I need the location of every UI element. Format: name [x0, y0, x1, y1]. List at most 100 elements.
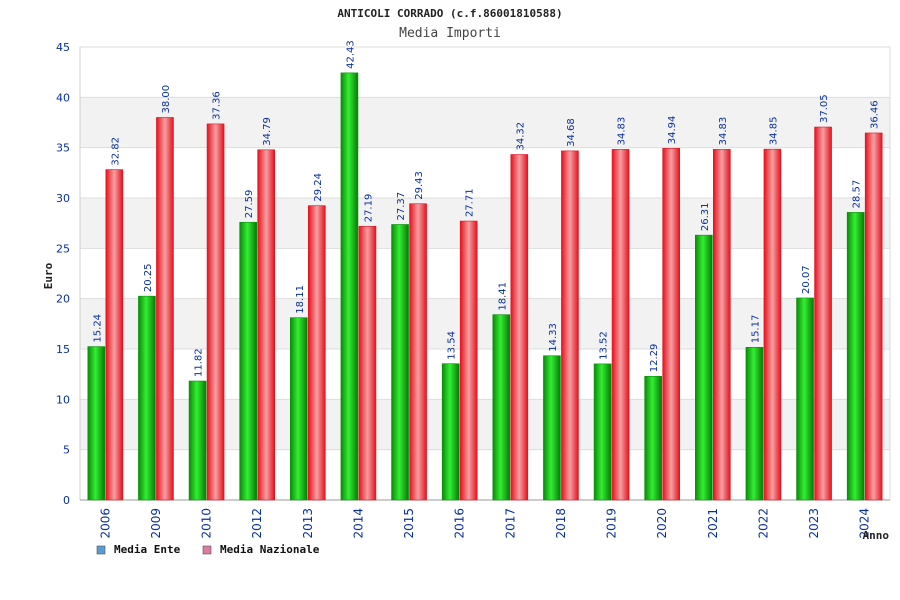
y-tick-label: 25 [56, 242, 70, 255]
y-tick-label: 35 [56, 142, 70, 155]
bar-media-nazionale-2021 [713, 149, 731, 501]
legend-label-media-ente: Media Ente [114, 543, 181, 556]
y-tick-label: 15 [56, 343, 70, 356]
x-tick-label-2013: 2013 [301, 508, 315, 539]
value-label-media-ente-2014: 42.43 [345, 40, 356, 69]
value-label-media-ente-2006: 15.24 [92, 314, 103, 343]
x-tick-label-2022: 2022 [756, 508, 770, 539]
value-label-media-nazionale-2015: 29.43 [414, 171, 425, 200]
bar-media-ente-2010 [188, 380, 207, 501]
chart-title: ANTICOLI CORRADO (c.f.86001810588) [337, 7, 562, 20]
value-label-media-nazionale-2014: 27.19 [363, 194, 374, 223]
bars-group [87, 72, 883, 501]
value-label-media-ente-2012: 27.59 [244, 190, 255, 219]
bar-media-nazionale-2019 [611, 149, 630, 501]
bar-media-ente-2020 [644, 375, 662, 501]
x-tick-label-2010: 2010 [200, 508, 214, 539]
value-label-media-ente-2017: 18.41 [497, 282, 508, 311]
bar-media-nazionale-2018 [561, 150, 579, 501]
value-label-media-ente-2015: 27.37 [396, 192, 407, 221]
bar-media-ente-2018 [543, 355, 561, 501]
bar-media-ente-2021 [695, 234, 713, 501]
y-tick-label: 20 [56, 293, 70, 306]
bar-media-nazionale-2009 [156, 117, 174, 501]
y-tick-label: 30 [56, 192, 70, 205]
value-label-media-nazionale-2020: 34.94 [667, 116, 678, 145]
bar-media-nazionale-2015 [409, 203, 427, 501]
chart-subtitle: Media Importi [399, 26, 501, 41]
bar-media-nazionale-2014 [358, 225, 377, 501]
value-label-media-ente-2020: 12.29 [649, 344, 660, 373]
bar-media-nazionale-2016 [459, 220, 478, 501]
bar-media-ente-2014 [340, 72, 359, 501]
value-label-media-nazionale-2022: 34.85 [768, 117, 779, 146]
y-axis-label: Euro [42, 262, 55, 289]
value-label-media-nazionale-2021: 34.83 [718, 117, 729, 146]
value-label-media-nazionale-2009: 38.00 [161, 85, 172, 114]
bar-media-ente-2023 [796, 297, 814, 501]
value-label-media-ente-2021: 26.31 [700, 203, 711, 232]
bar-media-ente-2024 [846, 212, 865, 501]
x-axis-label: Anno [863, 529, 890, 542]
x-tick-label-2015: 2015 [402, 508, 416, 539]
y-tick-label: 40 [56, 91, 70, 104]
legend-swatch-media-nazionale [202, 545, 212, 555]
value-label-media-ente-2018: 14.33 [548, 323, 559, 352]
value-label-media-ente-2022: 15.17 [750, 315, 761, 344]
bar-media-ente-2006 [87, 346, 106, 501]
value-label-media-ente-2023: 20.07 [801, 265, 812, 294]
bar-media-ente-2019 [593, 363, 612, 501]
bar-media-ente-2017 [492, 314, 511, 501]
value-label-media-ente-2016: 13.54 [447, 331, 458, 360]
bar-media-ente-2015 [391, 224, 409, 501]
bar-media-nazionale-2006 [105, 169, 124, 501]
value-label-media-nazionale-2006: 32.82 [110, 137, 121, 166]
bar-media-nazionale-2013 [308, 205, 326, 501]
y-axis-ticks: 0 5 10 15 20 25 30 35 40 45 [56, 41, 70, 507]
x-axis-ticks: 2006 2009 2010 2012 2013 2014 2015 2016 2017 2018… [98, 508, 871, 539]
value-label-media-nazionale-2019: 34.83 [617, 117, 628, 146]
value-label-media-nazionale-2016: 27.71 [465, 188, 476, 217]
value-labels: 15.24 32.82 20.25 38.00 11.82 37.36 27.59 34.79… [92, 40, 880, 377]
x-tick-label-2019: 2019 [605, 508, 619, 539]
value-label-media-nazionale-2024: 36.46 [870, 100, 881, 129]
bar-media-nazionale-2020 [662, 147, 680, 501]
bar-media-nazionale-2017 [510, 154, 529, 501]
x-tick-label-2021: 2021 [706, 508, 720, 539]
x-tick-label-2006: 2006 [98, 508, 112, 539]
plot-band [80, 47, 890, 98]
x-tick-label-2023: 2023 [807, 508, 821, 539]
x-tick-label-2016: 2016 [453, 508, 467, 539]
x-tick-label-2020: 2020 [655, 508, 669, 539]
x-tick-label-2014: 2014 [351, 508, 365, 539]
x-tick-label-2018: 2018 [554, 508, 568, 539]
bar-media-nazionale-2023 [814, 126, 832, 501]
y-tick-label: 10 [56, 393, 70, 406]
x-tick-label-2012: 2012 [250, 508, 264, 539]
y-tick-label: 45 [56, 41, 70, 54]
x-tick-label-2017: 2017 [503, 508, 517, 539]
bar-media-ente-2022 [745, 346, 764, 501]
value-label-media-ente-2009: 20.25 [143, 264, 154, 293]
value-label-media-nazionale-2012: 34.79 [262, 117, 273, 146]
legend: Media Ente Media Nazionale [96, 543, 320, 556]
y-tick-label: 5 [63, 444, 70, 457]
value-label-media-nazionale-2018: 34.68 [566, 118, 577, 147]
bar-media-nazionale-2022 [763, 148, 782, 501]
legend-swatch-media-ente [96, 545, 106, 555]
bar-media-ente-2012 [239, 221, 257, 501]
bar-media-ente-2016 [441, 363, 460, 501]
x-tick-label-2024: 2024 [858, 508, 872, 539]
y-tick-label: 0 [63, 494, 70, 507]
value-label-media-ente-2013: 18.11 [295, 285, 306, 314]
value-label-media-nazionale-2010: 37.36 [212, 91, 223, 120]
x-tick-label-2009: 2009 [149, 508, 163, 539]
bar-media-ente-2013 [290, 317, 308, 501]
value-label-media-nazionale-2017: 34.32 [515, 122, 526, 151]
value-label-media-nazionale-2023: 37.05 [819, 94, 830, 123]
value-label-media-ente-2010: 11.82 [194, 348, 205, 377]
bar-media-ente-2009 [138, 295, 156, 501]
bar-media-nazionale-2024 [864, 132, 883, 501]
value-label-media-nazionale-2013: 29.24 [313, 173, 324, 202]
